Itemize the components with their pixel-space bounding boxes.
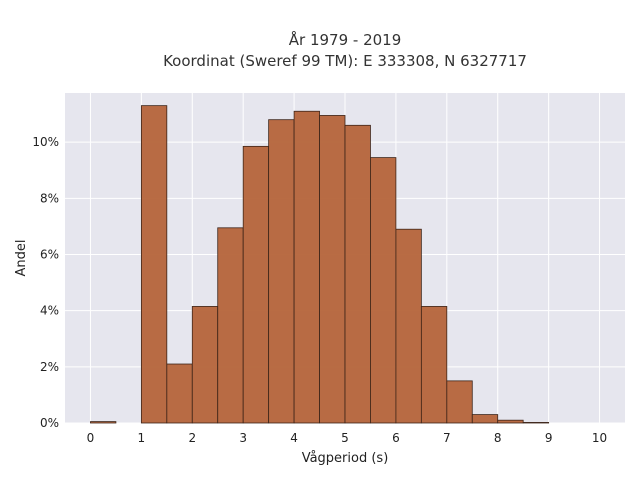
x-tick-label: 7 [443,431,451,445]
histogram-bar [344,124,371,424]
x-tick-label: 0 [87,431,95,445]
x-axis-ticks: 0 1 2 3 4 5 6 7 8 9 10 [87,431,608,445]
histogram-bar [268,119,295,424]
histogram-bar [242,145,270,424]
x-tick-label: 5 [341,431,349,445]
x-tick-label: 8 [494,431,502,445]
histogram-bar [90,421,117,424]
x-tick-label: 2 [188,431,196,445]
histogram-bar [395,228,422,424]
histogram-bar [191,306,219,424]
histogram-bar [319,115,346,424]
y-tick-label: 8% [40,191,59,205]
x-tick-label: 3 [239,431,247,445]
histogram-bar [497,419,524,424]
histogram-bar [293,110,320,424]
x-tick-label: 1 [138,431,146,445]
bars [90,105,550,424]
histogram-bar [522,422,550,424]
histogram-bar [471,414,499,424]
y-axis-ticks: 0% 2% 4% 6% 8% 10% [32,135,59,430]
y-tick-label: 2% [40,360,59,374]
x-tick-label: 9 [545,431,553,445]
x-tick-label: 10 [592,431,607,445]
y-axis-label: Andel [14,240,29,277]
histogram-bar [140,105,168,424]
y-tick-label: 0% [40,416,59,430]
histogram-bar [446,380,473,424]
histogram-bar [370,157,397,424]
x-tick-label: 6 [392,431,400,445]
x-axis-label: Vågperiod (s) [302,451,389,466]
y-tick-label: 4% [40,304,59,318]
y-tick-label: 6% [40,247,59,261]
chart-title-line1: År 1979 - 2019 [289,30,402,49]
histogram-bar [217,227,244,424]
x-tick-label: 4 [290,431,298,445]
histogram-bar [420,306,448,424]
histogram-bar [166,363,193,424]
chart-title-line2: Koordinat (Sweref 99 TM): E 333308, N 63… [163,52,527,70]
y-tick-label: 10% [32,135,59,149]
